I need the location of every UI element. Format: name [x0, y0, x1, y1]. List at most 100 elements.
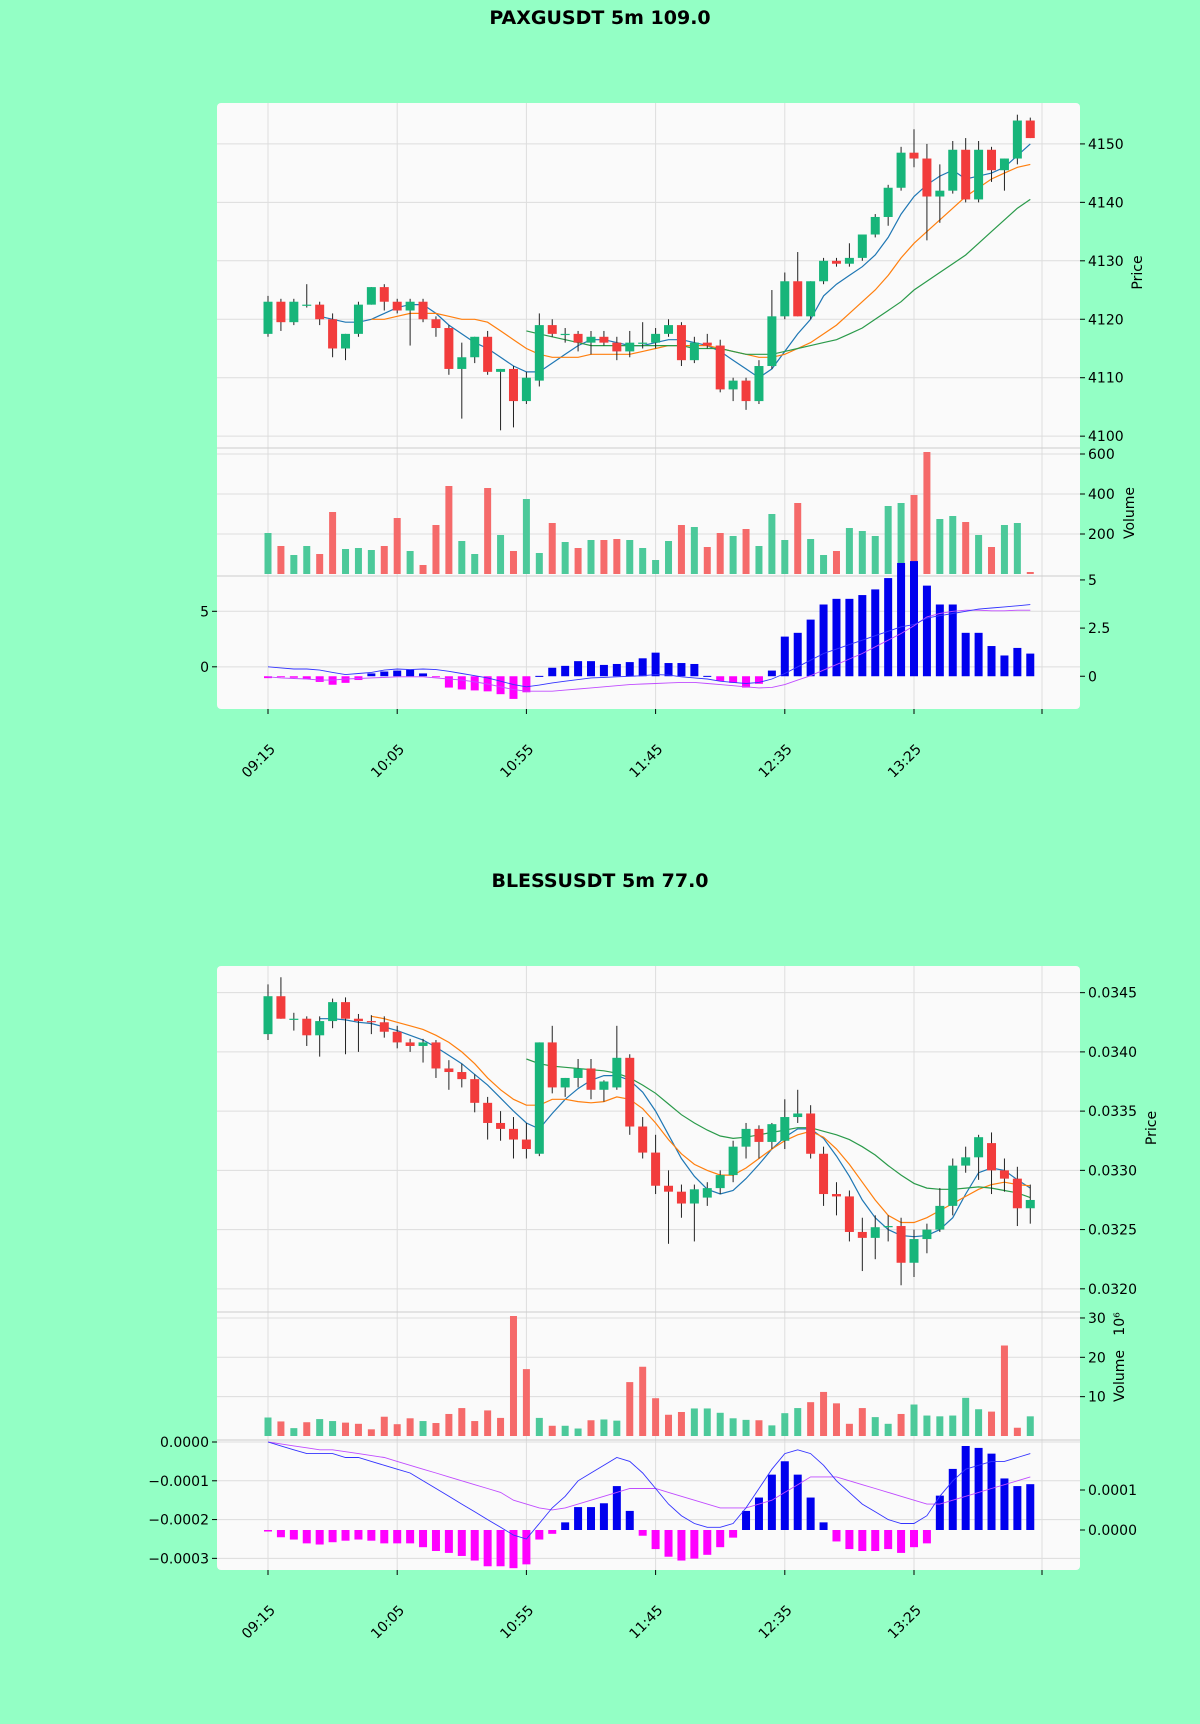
volume-bar [910, 495, 918, 574]
macd-histogram-bar [380, 671, 389, 677]
macd-histogram-bar [509, 1530, 518, 1569]
volume-bar [755, 546, 763, 574]
macd-histogram-bar [367, 1530, 376, 1541]
macd-histogram-bar [289, 676, 298, 678]
candle-body [1012, 1178, 1022, 1209]
candle-body [922, 158, 932, 197]
volume-bar [587, 540, 595, 574]
candle-body [405, 301, 415, 311]
candle-body [276, 996, 286, 1019]
ma-slow-line [526, 198, 1031, 355]
volume-bar [962, 1397, 970, 1436]
candle-body [328, 319, 338, 349]
volume-bar [742, 529, 750, 574]
macd-histogram-bar [845, 598, 854, 677]
candle-body [741, 1128, 751, 1147]
candle-body [948, 1165, 958, 1206]
price-tick-label: 0.0345 [1088, 986, 1137, 1002]
macd-histogram-bar [754, 1497, 763, 1530]
candle-body [883, 1226, 893, 1228]
macd-histogram-bar [561, 1522, 570, 1530]
macd-histogram-bar [522, 1530, 531, 1565]
macd-histogram-bar [922, 1530, 931, 1544]
volume-bar [665, 541, 673, 574]
volume-bar [639, 548, 647, 574]
price-tick-label: 4110 [1088, 371, 1124, 387]
volume-tick-label: 20 [1088, 1350, 1106, 1366]
volume-bar [561, 1425, 569, 1436]
candle-body [547, 1042, 557, 1088]
macd-histogram-bar [806, 1497, 815, 1530]
volume-bar [1013, 1427, 1021, 1436]
x-tick-label: 10:55 [497, 742, 537, 782]
candle-body [1012, 120, 1022, 159]
volume-bar [600, 540, 608, 574]
volume-bar [858, 1408, 866, 1436]
candle-body [625, 342, 635, 352]
volume-tick-label: 200 [1088, 527, 1115, 543]
candle-body [289, 301, 299, 323]
chart-title: BLESSUSDT 5m 77.0 [491, 870, 708, 892]
macd-histogram-bar [625, 1510, 634, 1530]
candle-body [276, 301, 286, 323]
volume-bar [329, 512, 337, 574]
volume-bar [820, 555, 828, 574]
candle-body [289, 1018, 299, 1020]
candle-body [909, 152, 919, 159]
volume-bar [509, 1316, 517, 1436]
macd-histogram-bar [483, 1530, 492, 1567]
volume-bar [367, 1429, 375, 1436]
candle-body [831, 260, 841, 264]
chart-1: PAXGUSDT 5m 109.0 4100 4110 4120 4130 4140 415… [200, 7, 1146, 781]
volume-bar [988, 1411, 996, 1436]
candle-body [780, 1117, 790, 1141]
volume-bar [1000, 1345, 1008, 1436]
candle-body [987, 1143, 997, 1171]
volume-bar [497, 535, 505, 574]
volume-bar [342, 1422, 350, 1436]
volume-bar [277, 1421, 285, 1436]
volume-bar [794, 1408, 802, 1436]
macd-histogram-bar [987, 646, 996, 677]
candle-body [806, 281, 816, 317]
candle-body [689, 1189, 699, 1204]
volume-bar [975, 1409, 983, 1436]
volume-bar [329, 1421, 337, 1436]
x-tick-label: 10:05 [368, 1603, 408, 1643]
volume-bar [626, 1382, 634, 1436]
volume-bar [406, 551, 414, 574]
candle-body [599, 336, 609, 343]
macd-histogram-bar [535, 1530, 544, 1540]
x-tick-label: 10:05 [368, 742, 408, 782]
volume-bar [393, 518, 401, 574]
volume-bar [509, 551, 517, 574]
macd-histogram-bar [871, 1530, 880, 1551]
candle-body [961, 1157, 971, 1166]
candle-body [315, 304, 325, 320]
macd-left-tick-label: 5 [200, 604, 209, 620]
macd-histogram-bar [858, 1530, 867, 1551]
volume-bar [781, 540, 789, 574]
volume-bar [548, 1425, 556, 1436]
candle-body [715, 345, 725, 390]
candle-body [728, 380, 738, 390]
candle-body [315, 1021, 325, 1036]
volume-bar [871, 1417, 879, 1436]
candle-body [612, 342, 622, 352]
candle-body [935, 1205, 945, 1230]
candle-body [341, 333, 351, 349]
candle-body [392, 301, 402, 311]
candle-body [431, 319, 441, 329]
volume-bar [988, 547, 996, 574]
volume-bar [639, 1366, 647, 1436]
volume-bar [290, 1428, 298, 1436]
volume-tick-label: 10 [1088, 1390, 1106, 1406]
macd-histogram-bar [974, 1447, 983, 1530]
macd-right-tick-label: 0.0000 [1088, 1523, 1137, 1539]
volume-bar [574, 548, 582, 574]
macd-histogram-bar [264, 1530, 272, 1532]
candle-body [961, 149, 971, 200]
volume-bar [316, 554, 324, 574]
volume-bar [354, 548, 362, 574]
price-tick-label: 4150 [1088, 137, 1124, 153]
